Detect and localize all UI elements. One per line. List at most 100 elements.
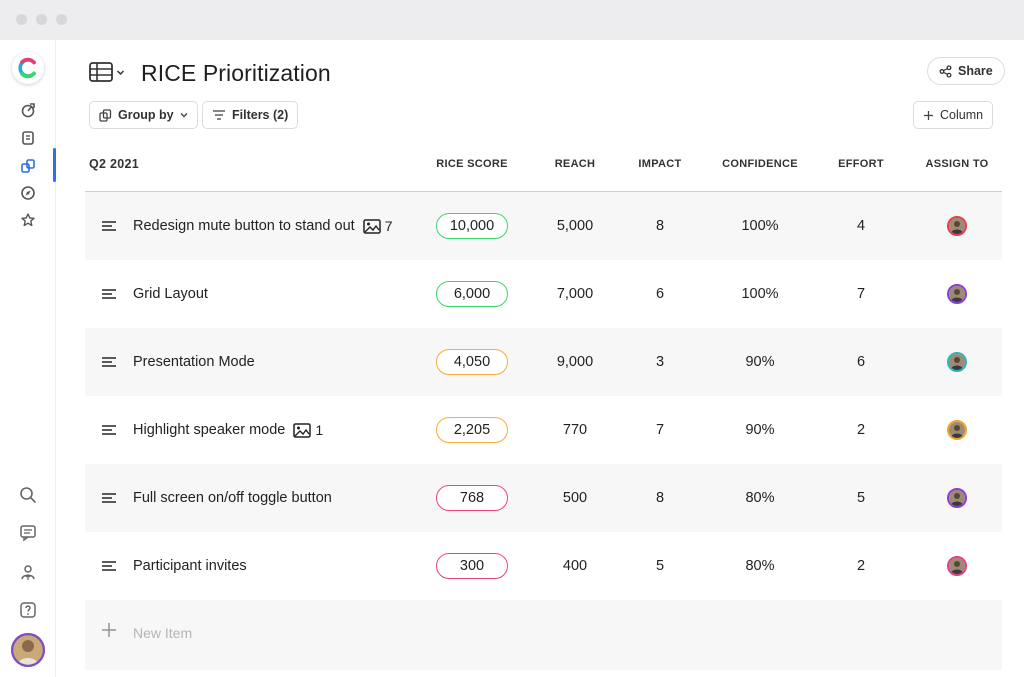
assignee-avatar[interactable] xyxy=(947,216,967,236)
rice-score-badge[interactable]: 2,205 xyxy=(436,417,508,443)
impact-cell[interactable]: 8 xyxy=(655,218,665,234)
attachments[interactable]: 7 xyxy=(362,218,392,234)
column-header-confidence[interactable]: CONFIDENCE xyxy=(722,158,798,170)
assignee-avatar[interactable] xyxy=(947,284,967,304)
item-name[interactable]: Highlight speaker mode xyxy=(133,422,286,438)
column-header-rice-score[interactable]: RICE SCORE xyxy=(436,158,508,170)
effort-cell[interactable]: 2 xyxy=(856,422,866,438)
effort-cell[interactable]: 4 xyxy=(856,218,866,234)
reach-cell[interactable]: 7,000 xyxy=(556,286,594,302)
share-button[interactable]: Share xyxy=(927,57,1005,85)
reach-cell[interactable]: 770 xyxy=(562,422,588,438)
attachments[interactable]: 1 xyxy=(293,422,323,438)
table-row[interactable]: Full screen on/off toggle button 768 500 8 8… xyxy=(85,464,1002,532)
rice-score-badge[interactable]: 4,050 xyxy=(436,349,508,375)
attachment-count: 1 xyxy=(315,422,324,438)
column-header-assign-to[interactable]: ASSIGN TO xyxy=(925,158,989,170)
effort-cell[interactable]: 6 xyxy=(856,354,866,370)
rice-score-cell: 768 xyxy=(431,464,513,532)
user-upload-icon[interactable] xyxy=(18,562,38,582)
boards-icon[interactable] xyxy=(18,156,38,176)
item-name[interactable]: Presentation Mode xyxy=(133,354,255,370)
item-name[interactable]: Grid Layout xyxy=(133,286,208,302)
rice-score-badge[interactable]: 10,000 xyxy=(436,213,508,239)
add-column-label: Column xyxy=(940,108,984,122)
column-header-reach[interactable]: REACH xyxy=(554,158,596,170)
assignee-avatar[interactable] xyxy=(947,352,967,372)
impact-cell[interactable]: 5 xyxy=(655,558,665,574)
window-minimize-dot[interactable] xyxy=(36,14,47,25)
search-icon[interactable] xyxy=(18,485,38,505)
user-avatar[interactable] xyxy=(11,633,45,667)
reach-cell[interactable]: 400 xyxy=(562,558,588,574)
table-row[interactable]: Redesign mute button to stand out 7 10,000… xyxy=(85,192,1002,260)
assignee-cell xyxy=(915,328,999,396)
share-label: Share xyxy=(958,64,993,78)
help-icon[interactable] xyxy=(18,600,38,620)
drag-handle[interactable] xyxy=(101,192,119,260)
app-logo[interactable] xyxy=(12,52,44,84)
item-name[interactable]: Redesign mute button to stand out xyxy=(133,218,355,234)
row-menu-icon xyxy=(102,357,116,367)
rice-score-cell: 6,000 xyxy=(431,260,513,328)
item-name[interactable]: Participant invites xyxy=(133,558,247,574)
effort-cell[interactable]: 7 xyxy=(856,286,866,302)
chat-icon[interactable] xyxy=(18,523,38,543)
confidence-cell[interactable]: 80% xyxy=(745,490,775,506)
table-row[interactable]: Presentation Mode 4,050 9,000 3 90% 6 xyxy=(85,328,1002,396)
assignee-avatar[interactable] xyxy=(947,488,967,508)
impact-cell[interactable]: 6 xyxy=(655,286,665,302)
reach-cell[interactable]: 9,000 xyxy=(556,354,594,370)
impact-cell[interactable]: 8 xyxy=(655,490,665,506)
rice-score-cell: 10,000 xyxy=(431,192,513,260)
effort-cell[interactable]: 2 xyxy=(856,558,866,574)
table-row[interactable]: Grid Layout 6,000 7,000 6 100% 7 xyxy=(85,260,1002,328)
confidence-cell[interactable]: 80% xyxy=(745,558,775,574)
impact-cell[interactable]: 3 xyxy=(655,354,665,370)
confidence-cell[interactable]: 90% xyxy=(745,422,775,438)
compass-icon[interactable] xyxy=(18,183,38,203)
drag-handle[interactable] xyxy=(101,532,119,600)
star-icon[interactable] xyxy=(18,210,38,230)
reach-cell[interactable]: 500 xyxy=(562,490,588,506)
rice-score-badge[interactable]: 768 xyxy=(436,485,508,511)
item-name[interactable]: Full screen on/off toggle button xyxy=(133,490,332,506)
table-row[interactable]: Participant invites 300 400 5 80% 2 xyxy=(85,532,1002,600)
row-menu-icon xyxy=(102,493,116,503)
new-item-input[interactable]: New Item xyxy=(133,625,193,641)
impact-cell[interactable]: 7 xyxy=(655,422,665,438)
column-header-effort[interactable]: EFFORT xyxy=(838,158,884,170)
drag-handle[interactable] xyxy=(101,328,119,396)
image-icon xyxy=(362,218,381,234)
row-menu-icon xyxy=(102,425,116,435)
confidence-cell[interactable]: 90% xyxy=(745,354,775,370)
window-zoom-dot[interactable] xyxy=(56,14,67,25)
column-header-impact[interactable]: IMPACT xyxy=(638,158,682,170)
confidence-cell[interactable]: 100% xyxy=(741,218,779,234)
add-column-button[interactable]: Column xyxy=(913,101,994,129)
reach-cell[interactable]: 5,000 xyxy=(556,218,594,234)
doc-icon[interactable] xyxy=(18,128,38,148)
window-close-dot[interactable] xyxy=(16,14,27,25)
plus-icon[interactable] xyxy=(101,622,117,638)
view-switcher[interactable] xyxy=(89,61,125,83)
group-by-button[interactable]: Group by xyxy=(89,101,198,129)
page-title: RICE Prioritization xyxy=(141,60,331,86)
assignee-avatar[interactable] xyxy=(947,420,967,440)
filters-button[interactable]: Filters (2) xyxy=(202,101,299,129)
filters-label: Filters (2) xyxy=(232,108,289,122)
effort-cell[interactable]: 5 xyxy=(856,490,866,506)
rice-score-badge[interactable]: 300 xyxy=(436,553,508,579)
confidence-cell[interactable]: 100% xyxy=(741,286,779,302)
assignee-cell xyxy=(915,396,999,464)
drag-handle[interactable] xyxy=(101,464,119,532)
home-icon[interactable] xyxy=(18,100,38,120)
new-item-row[interactable]: New Item xyxy=(85,600,1002,670)
drag-handle[interactable] xyxy=(101,260,119,328)
drag-handle[interactable] xyxy=(101,396,119,464)
window-titlebar xyxy=(0,0,1024,40)
row-menu-icon xyxy=(102,561,116,571)
assignee-avatar[interactable] xyxy=(947,556,967,576)
rice-score-badge[interactable]: 6,000 xyxy=(436,281,508,307)
table-row[interactable]: Highlight speaker mode 1 2,205 770 7 90% 2 xyxy=(85,396,1002,464)
